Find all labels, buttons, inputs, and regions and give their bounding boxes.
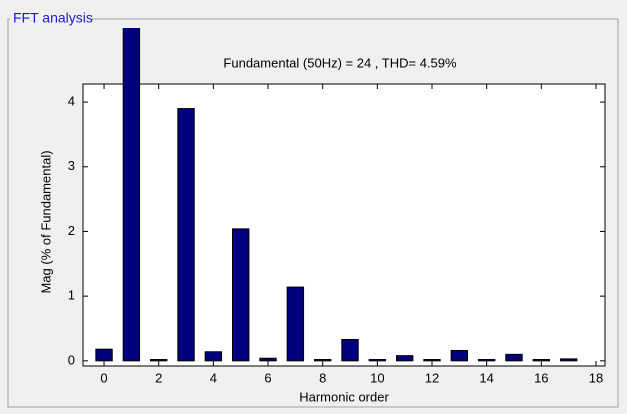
y-axis-label: Mag (% of Fundamental) — [38, 150, 53, 293]
x-tick-label: 0 — [100, 370, 107, 385]
panel-frame — [7, 18, 619, 408]
x-axis-label: Harmonic order — [299, 389, 389, 404]
bar — [368, 359, 387, 362]
bar — [313, 359, 332, 362]
x-tick-label: 4 — [210, 370, 217, 385]
panel-title: FFT analysis — [13, 10, 93, 26]
x-tick-label: 2 — [155, 370, 162, 385]
bar — [395, 355, 414, 362]
chart-title: Fundamental (50Hz) = 24 , THD= 4.59% — [223, 55, 457, 70]
bar — [231, 228, 250, 362]
y-tick-label: 3 — [68, 158, 75, 173]
x-tick-label: 12 — [425, 370, 439, 385]
y-tick-label: 2 — [68, 223, 75, 238]
x-tick-label: 6 — [264, 370, 271, 385]
x-tick-label: 16 — [534, 370, 548, 385]
y-tick-label: 1 — [68, 288, 75, 303]
bar — [286, 286, 305, 362]
bar — [204, 351, 223, 362]
x-tick-label: 14 — [479, 370, 493, 385]
x-tick-label: 8 — [319, 370, 326, 385]
y-tick-label: 0 — [68, 352, 75, 367]
bar — [477, 359, 496, 362]
bar — [559, 358, 578, 362]
bar — [450, 349, 469, 362]
bar — [532, 359, 551, 362]
bar — [122, 28, 141, 362]
bar — [259, 357, 277, 362]
panel-title-bg — [10, 10, 92, 28]
bar — [95, 348, 113, 362]
bar — [150, 359, 168, 362]
x-tick-label: 18 — [589, 370, 603, 385]
bar — [505, 353, 523, 362]
x-tick-label: 10 — [370, 370, 384, 385]
bar — [177, 108, 195, 362]
y-tick-label: 4 — [68, 94, 75, 109]
plot-area — [82, 83, 606, 367]
bar — [423, 359, 441, 362]
bar — [341, 338, 359, 362]
